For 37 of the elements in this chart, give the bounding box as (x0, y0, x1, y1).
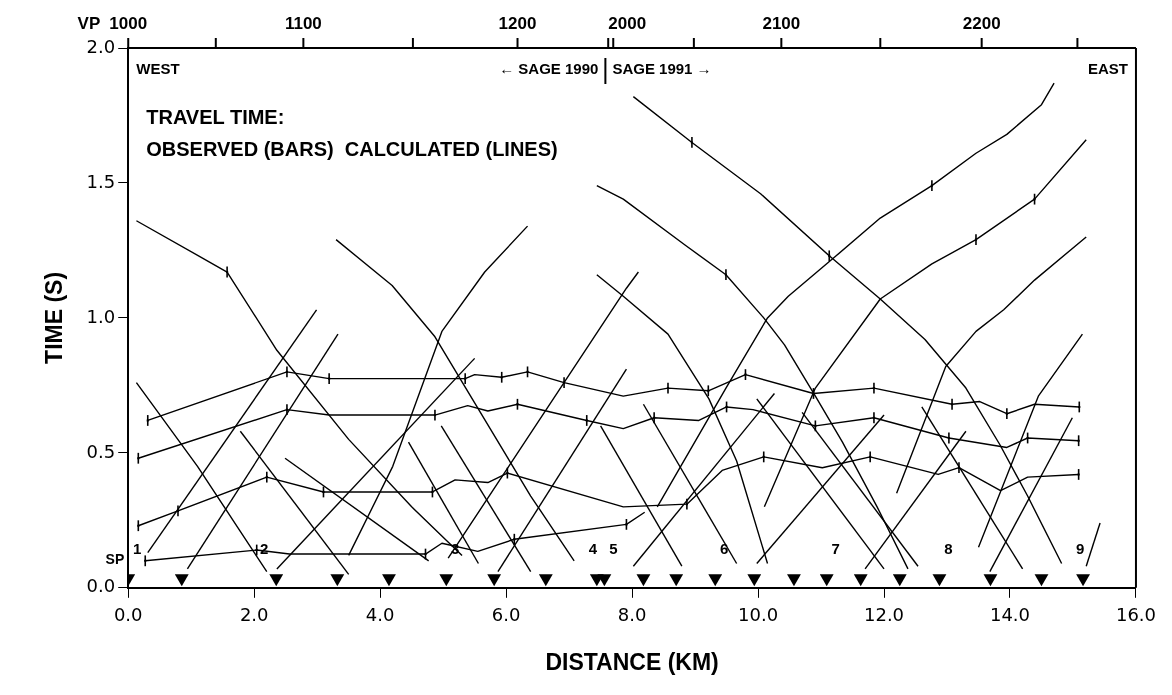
x-axis-title: DISTANCE (KM) (545, 648, 719, 675)
annotation: TRAVEL TIME: (146, 105, 285, 128)
x-tick-label: 10.0 (738, 604, 779, 626)
annotation: WEST (136, 60, 180, 78)
y-tick-label: 1.0 (86, 305, 116, 327)
annotation: ← SAGE 1990 (499, 60, 599, 78)
x-tick-label: 8.0 (617, 604, 647, 626)
text: 2200 (962, 13, 1001, 33)
x-tick-label: 12.0 (863, 604, 905, 626)
y-tick-label: 2.0 (86, 35, 116, 57)
y-tick-label: 1.5 (86, 170, 116, 192)
x-tick-label: 4.0 (365, 604, 395, 626)
y-tick-label: 0.5 (86, 440, 116, 462)
x-tick-label: 0.0 (113, 604, 143, 626)
annotation: 4 (588, 540, 598, 558)
text: 1000 (109, 13, 148, 33)
annotation: 9 (1075, 540, 1085, 558)
annotation: EAST (1087, 60, 1128, 78)
annotation: SAGE 1991 → (612, 60, 712, 78)
x-tick-label: 2.0 (239, 604, 269, 626)
x-tick-label: 14.0 (989, 604, 1031, 626)
annotation: OBSERVED (BARS) CALCULATED (LINES) (146, 137, 558, 160)
text: 2100 (762, 13, 801, 33)
annotation: 1 (133, 540, 142, 558)
text: 1200 (498, 13, 537, 33)
y-tick-label: 0.0 (86, 575, 116, 597)
annotation: 8 (944, 540, 953, 558)
annotation: 6 (720, 540, 729, 558)
x-tick-label: 6.0 (491, 604, 521, 626)
text: SP (105, 550, 125, 567)
annotation: 5 (609, 540, 618, 558)
y-axis-title: TIME (S) (41, 271, 68, 364)
x-tick-label: 16.0 (1115, 604, 1156, 626)
annotation: 7 (831, 540, 840, 558)
text: VP (77, 13, 101, 33)
text: 2000 (608, 13, 647, 33)
text: 1100 (284, 13, 322, 33)
